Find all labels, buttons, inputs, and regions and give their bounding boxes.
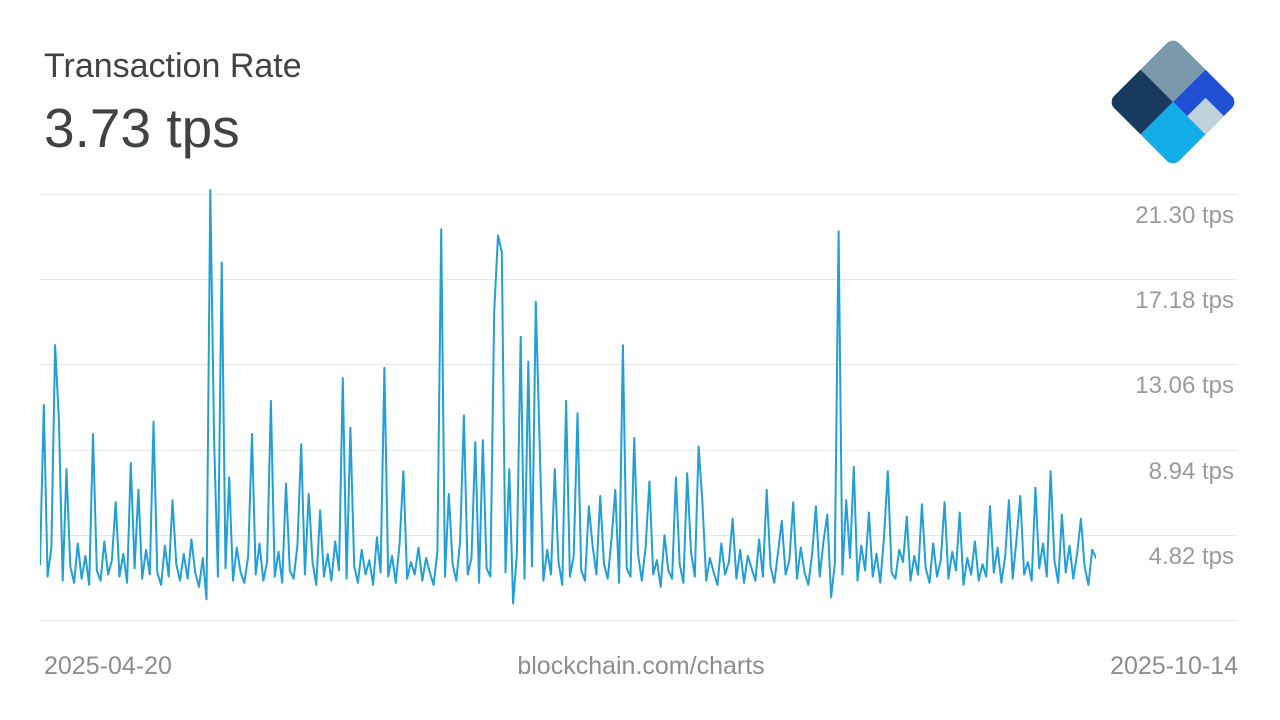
watermark-url: blockchain.com/charts	[517, 652, 765, 680]
current-rate-value: 3.73 tps	[44, 97, 240, 159]
rate-line-chart	[40, 189, 1096, 605]
gridline	[40, 450, 1237, 451]
x-axis-end-date: 2025-10-14	[1110, 652, 1238, 680]
gridline	[40, 364, 1237, 365]
y-axis-tick-label: 4.82 tps	[1148, 543, 1234, 570]
y-axis-tick-label: 13.06 tps	[1135, 372, 1234, 399]
blockchain-logo-icon	[1107, 36, 1239, 168]
gridline	[40, 279, 1237, 280]
x-axis-start-date: 2025-04-20	[44, 652, 172, 680]
y-axis-tick-label: 8.94 tps	[1148, 458, 1234, 485]
logo-diamond	[1107, 36, 1239, 168]
chart-footer: 2025-04-20 blockchain.com/charts 2025-10…	[0, 652, 1280, 681]
y-axis-tick-label: 21.30 tps	[1135, 202, 1234, 229]
page-title: Transaction Rate	[44, 47, 302, 85]
gridline	[40, 194, 1237, 195]
gridline	[40, 535, 1237, 536]
gridline	[40, 620, 1237, 621]
rate-line	[40, 189, 1096, 605]
y-axis-tick-label: 17.18 tps	[1135, 287, 1234, 314]
